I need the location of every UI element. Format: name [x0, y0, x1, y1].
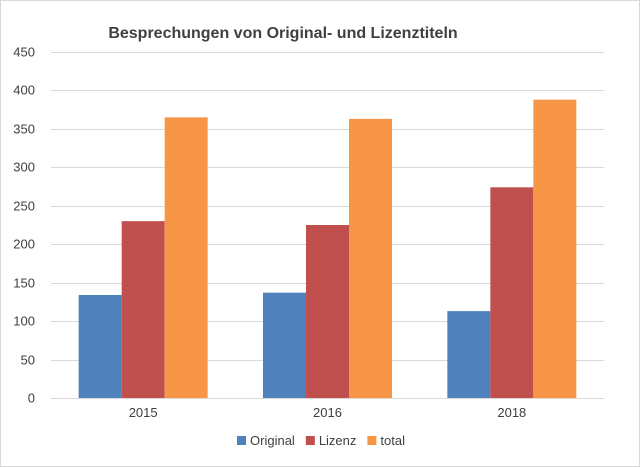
- bar-original-2018: [447, 311, 491, 398]
- y-tick-label: 100: [13, 314, 35, 329]
- y-tick-label: 50: [21, 353, 35, 368]
- bars: [78, 99, 577, 398]
- chart-title: Besprechungen von Original- und Lizenzti…: [108, 25, 457, 42]
- legend-label-original: Original: [250, 433, 295, 448]
- bar-total-2018: [533, 99, 577, 398]
- bar-total-2015: [164, 117, 208, 398]
- legend: Original Lizenz total: [237, 433, 405, 448]
- bar-original-2016: [263, 292, 306, 398]
- y-tick-label: 400: [13, 83, 35, 98]
- y-tick-label: 200: [13, 237, 35, 252]
- y-tick-label: 450: [13, 45, 35, 60]
- y-tick-label: 350: [13, 122, 35, 137]
- y-axis-tick-labels: 0 50 100 150 200 250 300 350 400 450: [13, 45, 35, 406]
- bar-lizenz-2015: [121, 221, 165, 398]
- y-tick-label: 150: [13, 276, 35, 291]
- bar-total-2016: [349, 118, 392, 398]
- x-tick-label: 2015: [129, 405, 158, 420]
- legend-label-total: total: [380, 433, 405, 448]
- bar-lizenz-2016: [306, 225, 349, 398]
- y-tick-label: 0: [28, 391, 35, 406]
- legend-label-lizenz: Lizenz: [319, 433, 357, 448]
- legend-swatch-total: [367, 436, 377, 445]
- bar-original-2015: [78, 294, 122, 398]
- x-tick-label: 2016: [313, 405, 342, 420]
- bar-lizenz-2018: [490, 187, 534, 398]
- x-tick-label: 2018: [497, 405, 526, 420]
- legend-swatch-original: [237, 436, 247, 445]
- legend-swatch-lizenz: [305, 436, 315, 445]
- y-tick-label: 250: [13, 199, 35, 214]
- x-axis-tick-labels: 2015 2016 2018: [129, 405, 527, 420]
- y-tick-label: 300: [13, 160, 35, 175]
